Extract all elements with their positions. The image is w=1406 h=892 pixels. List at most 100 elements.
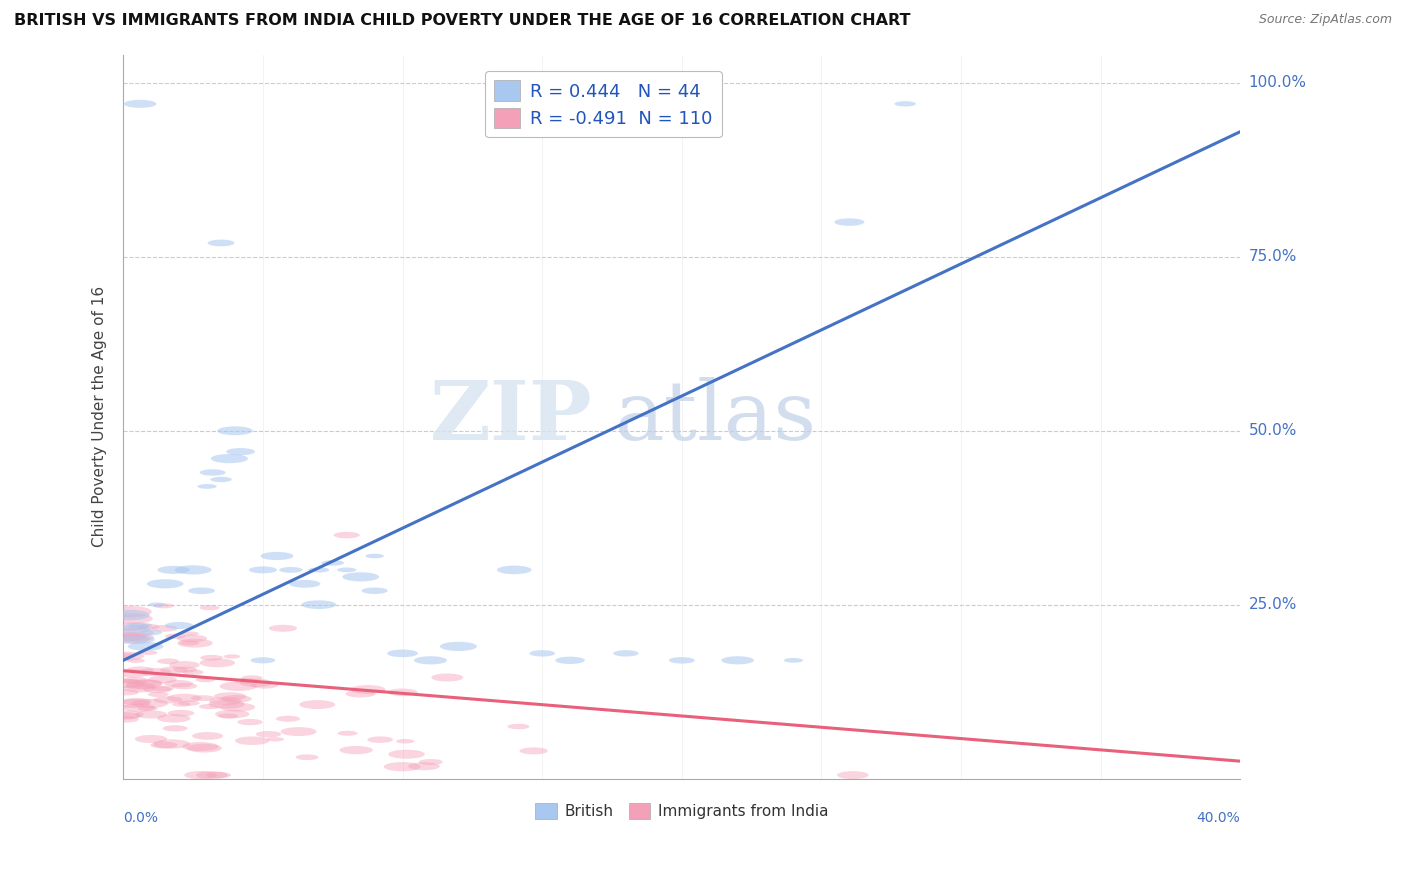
- Circle shape: [118, 633, 153, 641]
- Circle shape: [124, 100, 156, 108]
- Circle shape: [295, 755, 319, 760]
- Circle shape: [278, 567, 302, 573]
- Circle shape: [183, 742, 219, 751]
- Circle shape: [350, 685, 385, 694]
- Circle shape: [238, 719, 263, 725]
- Circle shape: [180, 640, 200, 646]
- Circle shape: [169, 661, 200, 669]
- Circle shape: [529, 650, 555, 657]
- Text: BRITISH VS IMMIGRANTS FROM INDIA CHILD POVERTY UNDER THE AGE OF 16 CORRELATION C: BRITISH VS IMMIGRANTS FROM INDIA CHILD P…: [14, 13, 911, 29]
- Circle shape: [208, 240, 235, 246]
- Circle shape: [125, 682, 156, 690]
- Circle shape: [112, 624, 150, 633]
- Text: 0.0%: 0.0%: [124, 811, 159, 825]
- Circle shape: [121, 679, 139, 684]
- Circle shape: [150, 625, 177, 632]
- Circle shape: [785, 658, 803, 663]
- Circle shape: [131, 698, 169, 708]
- Circle shape: [669, 657, 695, 664]
- Circle shape: [215, 710, 249, 718]
- Circle shape: [111, 632, 146, 641]
- Circle shape: [184, 771, 217, 780]
- Circle shape: [141, 630, 162, 635]
- Circle shape: [165, 680, 193, 688]
- Circle shape: [217, 426, 253, 435]
- Circle shape: [187, 744, 222, 753]
- Circle shape: [197, 772, 228, 779]
- Circle shape: [396, 739, 415, 744]
- Circle shape: [110, 652, 143, 660]
- Circle shape: [361, 588, 388, 594]
- Circle shape: [157, 658, 179, 664]
- Circle shape: [301, 600, 336, 609]
- Circle shape: [346, 690, 375, 698]
- Circle shape: [211, 477, 232, 483]
- Circle shape: [117, 653, 136, 658]
- Circle shape: [834, 219, 865, 226]
- Circle shape: [183, 670, 204, 675]
- Circle shape: [172, 683, 197, 690]
- Circle shape: [120, 635, 155, 644]
- Text: Source: ZipAtlas.com: Source: ZipAtlas.com: [1258, 13, 1392, 27]
- Circle shape: [339, 746, 373, 755]
- Circle shape: [219, 681, 257, 691]
- Circle shape: [112, 711, 143, 718]
- Circle shape: [177, 635, 207, 642]
- Circle shape: [177, 639, 212, 648]
- Circle shape: [388, 689, 418, 696]
- Text: 50.0%: 50.0%: [1249, 424, 1296, 438]
- Circle shape: [174, 566, 211, 574]
- Circle shape: [138, 706, 157, 711]
- Circle shape: [114, 690, 139, 696]
- Circle shape: [136, 624, 160, 630]
- Circle shape: [250, 681, 278, 689]
- Circle shape: [281, 727, 316, 736]
- Circle shape: [153, 739, 190, 748]
- Circle shape: [837, 772, 869, 779]
- Circle shape: [337, 567, 356, 573]
- Circle shape: [135, 735, 167, 743]
- Circle shape: [122, 704, 155, 712]
- Circle shape: [165, 622, 194, 629]
- Circle shape: [127, 658, 145, 663]
- Circle shape: [200, 469, 225, 475]
- Circle shape: [387, 649, 418, 657]
- Text: atlas: atlas: [614, 376, 817, 457]
- Circle shape: [195, 677, 215, 682]
- Circle shape: [208, 699, 245, 708]
- Circle shape: [322, 560, 344, 566]
- Circle shape: [117, 669, 149, 678]
- Circle shape: [221, 695, 252, 703]
- Circle shape: [157, 566, 190, 574]
- Circle shape: [342, 573, 380, 582]
- Circle shape: [276, 715, 299, 722]
- Circle shape: [419, 759, 443, 765]
- Circle shape: [114, 716, 139, 723]
- Circle shape: [214, 692, 246, 700]
- Circle shape: [613, 650, 638, 657]
- Legend: British, Immigrants from India: British, Immigrants from India: [529, 797, 834, 825]
- Circle shape: [114, 699, 150, 708]
- Circle shape: [115, 623, 149, 631]
- Circle shape: [139, 668, 172, 676]
- Circle shape: [198, 704, 221, 709]
- Circle shape: [308, 567, 329, 573]
- Circle shape: [111, 614, 153, 624]
- Text: ZIP: ZIP: [430, 376, 592, 457]
- Circle shape: [127, 666, 153, 673]
- Circle shape: [218, 714, 238, 719]
- Circle shape: [188, 588, 215, 594]
- Y-axis label: Child Poverty Under the Age of 16: Child Poverty Under the Age of 16: [93, 286, 107, 548]
- Circle shape: [122, 684, 156, 692]
- Circle shape: [520, 747, 548, 755]
- Circle shape: [125, 680, 162, 689]
- Circle shape: [894, 101, 917, 106]
- Circle shape: [160, 666, 188, 673]
- Circle shape: [235, 678, 257, 683]
- Circle shape: [333, 532, 360, 539]
- Circle shape: [128, 623, 152, 629]
- Circle shape: [211, 454, 247, 463]
- Circle shape: [135, 710, 167, 718]
- Circle shape: [121, 677, 149, 684]
- Circle shape: [260, 552, 294, 560]
